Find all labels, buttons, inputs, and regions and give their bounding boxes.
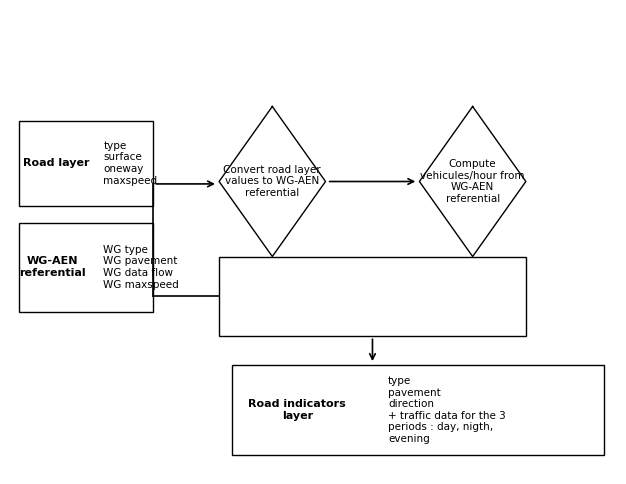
Text: Compute
vehicules/hour from
WG-AEN
referential: Compute vehicules/hour from WG-AEN refer… <box>421 159 525 204</box>
Text: WG type
WG pavement
WG data flow
WG maxspeed: WG type WG pavement WG data flow WG maxs… <box>103 245 179 289</box>
Bar <box>19 223 153 312</box>
Bar <box>19 121 153 206</box>
Bar <box>232 365 604 455</box>
Text: Road indicators
layer: Road indicators layer <box>249 399 346 421</box>
Polygon shape <box>219 106 326 257</box>
Text: type
pavement
direction
+ traffic data for the 3
periods : day, nigth,
evening: type pavement direction + traffic data f… <box>388 376 506 444</box>
Bar <box>219 257 526 336</box>
Text: Convert road layer
values to WG-AEN
referential: Convert road layer values to WG-AEN refe… <box>223 165 321 198</box>
Polygon shape <box>419 106 526 257</box>
Text: Road layer: Road layer <box>23 158 90 168</box>
Text: WG-AEN
referential: WG-AEN referential <box>19 257 85 278</box>
Text: type
surface
oneway
maxspeed: type surface oneway maxspeed <box>103 141 157 185</box>
